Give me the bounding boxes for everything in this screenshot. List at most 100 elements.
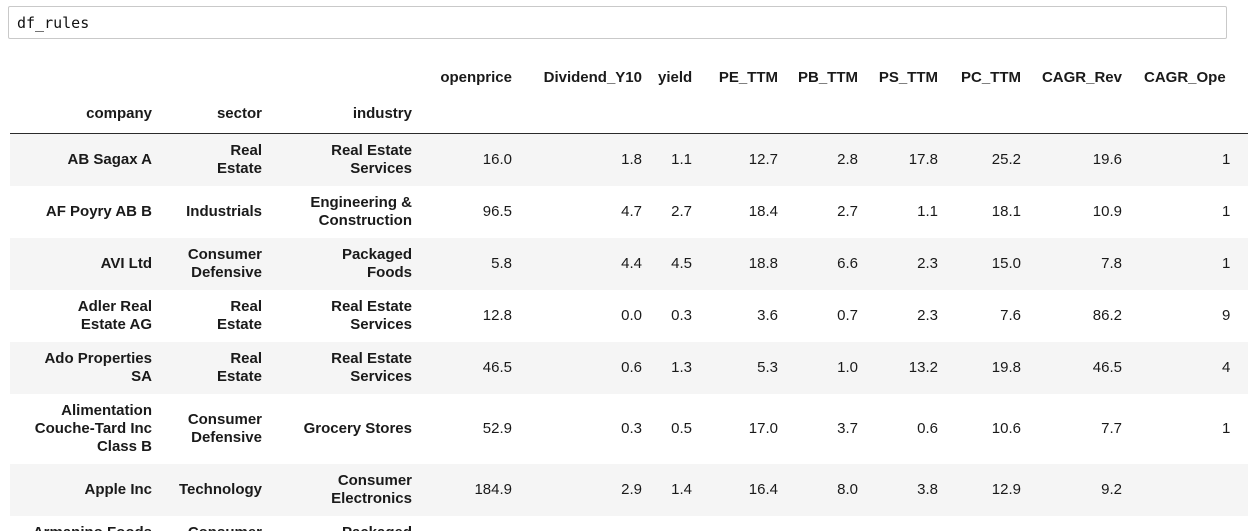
- value-cell: 2.8: [650, 516, 700, 531]
- column-header: PS_TTM: [866, 61, 946, 96]
- blank-header-cell: [946, 96, 1029, 134]
- value-cell: 1: [1222, 203, 1231, 220]
- blank-header-cell: [650, 96, 700, 134]
- value-cell: 17.0: [748, 420, 778, 437]
- value-cell: 2.9: [621, 481, 642, 498]
- value-cell: 3.7: [837, 420, 858, 437]
- blank-header-cell: [786, 96, 866, 134]
- value-cell: 16.4: [748, 481, 778, 498]
- company-cell: Adler Real Estate AG: [77, 298, 152, 333]
- value-cell: 2.8: [837, 151, 858, 168]
- column-header: PC_TTM: [946, 61, 1029, 96]
- value-cell: 9: [1222, 307, 1231, 324]
- sector-cell: Technology: [178, 481, 262, 498]
- company-cell: Apple Inc: [84, 481, 152, 498]
- industry-cell: Engineering & Construction: [310, 194, 412, 229]
- value-cell: 52.9: [482, 420, 512, 437]
- industry-cell: Real Estate Services: [331, 350, 412, 385]
- table-body: AB Sagax A Real Estate Real Estate Service…: [10, 133, 1248, 531]
- value-cell: 15.0: [991, 255, 1021, 272]
- industry-cell: Packaged Foods: [270, 516, 420, 531]
- code-cell-input[interactable]: df_rules: [8, 6, 1227, 39]
- industry-cell: Real Estate Services: [331, 142, 412, 177]
- value-cell: 5.8: [491, 255, 512, 272]
- table-row: Armanino Foods of DistinctionConsumer De…: [10, 516, 1248, 531]
- value-cell: 0.0: [621, 307, 642, 324]
- company-cell: AB Sagax A: [67, 151, 152, 168]
- value-cell: [1130, 516, 1248, 531]
- table-row: Apple Inc Technology Consumer Electronics 1…: [10, 464, 1248, 516]
- value-cell: 1.8: [621, 151, 642, 168]
- table-row: AB Sagax A Real Estate Real Estate Service…: [10, 133, 1248, 186]
- value-cell: 16.0: [946, 516, 1029, 531]
- value-cell: 12.9: [991, 481, 1021, 498]
- value-cell: 1.4: [671, 481, 692, 498]
- index-header: industry: [270, 96, 420, 134]
- value-cell: 96.5: [482, 203, 512, 220]
- value-cell: 16.0: [482, 151, 512, 168]
- value-cell: 0.7: [837, 307, 858, 324]
- sector-cell: Consumer Defensive: [187, 411, 262, 446]
- blank-header-cell: [520, 96, 650, 134]
- value-cell: 3.3: [420, 516, 520, 531]
- value-cell: 9.2: [1101, 481, 1122, 498]
- value-cell: 5.9: [786, 516, 866, 531]
- sector-cell: Real Estate: [216, 142, 262, 177]
- value-cell: 46.5: [1092, 359, 1122, 376]
- value-cell: 10.6: [991, 420, 1021, 437]
- column-header: CAGR_Rev: [1029, 61, 1130, 96]
- value-cell: 12.7: [748, 151, 778, 168]
- value-cell: 17.8: [908, 151, 938, 168]
- sector-cell: Industrials: [186, 203, 262, 220]
- value-cell: 1: [1222, 151, 1231, 168]
- value-cell: 1.1: [917, 203, 938, 220]
- value-cell: 12.8: [482, 307, 512, 324]
- column-header: PE_TTM: [700, 61, 786, 96]
- value-cell: [1130, 464, 1248, 516]
- value-cell: 2.3: [917, 255, 938, 272]
- value-cell: 25.2: [991, 151, 1021, 168]
- code-text: df_rules: [17, 13, 90, 32]
- blank-header-cell: [700, 96, 786, 134]
- value-cell: 4.5: [671, 255, 692, 272]
- value-cell: 18.4: [748, 203, 778, 220]
- value-cell: 13.2: [908, 359, 938, 376]
- value-cell: 7.7: [1101, 420, 1122, 437]
- index-header: company: [10, 96, 160, 134]
- value-cell: 7.6: [1000, 307, 1021, 324]
- table-row: Ado Properties SA Real Estate Real Estate …: [10, 342, 1248, 394]
- value-cell: 0.5: [671, 420, 692, 437]
- dataframe-container[interactable]: openprice Dividend_Y10 yield PE_TTM PB_TTM PS…: [10, 61, 1248, 531]
- value-cell: 1.0: [837, 359, 858, 376]
- value-cell: 4: [1222, 359, 1231, 376]
- value-cell: 3.6: [757, 307, 778, 324]
- notebook-output-area: df_rules openprice Dividend_Y10 yield PE_TT…: [0, 6, 1248, 531]
- company-cell: Alimentation Couche-Tard Inc Class B: [34, 402, 152, 455]
- value-cell: 1.3: [671, 359, 692, 376]
- index-header-row: company sector industry: [10, 96, 1248, 134]
- table-row: Adler Real Estate AG Real Estate Real Esta…: [10, 290, 1248, 342]
- table-header: openprice Dividend_Y10 yield PE_TTM PB_TTM PS…: [10, 61, 1248, 134]
- company-cell: AF Poyry AB B: [45, 203, 152, 220]
- value-cell: 2.7: [671, 203, 692, 220]
- value-cell: 0.1: [520, 516, 650, 531]
- sector-cell: Real Estate: [216, 298, 262, 333]
- value-cell: 6.6: [837, 255, 858, 272]
- blank-header-cell: [160, 61, 270, 96]
- value-cell: 0.6: [917, 420, 938, 437]
- value-cell: 0.6: [621, 359, 642, 376]
- table-row: AVI Ltd Consumer Defensive Packaged Foods 5…: [10, 238, 1248, 290]
- value-cell: 2.7: [837, 203, 858, 220]
- value-cell: 5.3: [757, 359, 778, 376]
- column-header-row: openprice Dividend_Y10 yield PE_TTM PB_TTM PS…: [10, 61, 1248, 96]
- value-cell: 10.9: [1092, 203, 1122, 220]
- company-cell: Ado Properties SA: [44, 350, 152, 385]
- value-cell: 19.6: [1092, 151, 1122, 168]
- value-cell: 4.7: [621, 203, 642, 220]
- sector-cell: Consumer Defensive: [160, 516, 270, 531]
- company-cell: Armanino Foods of Distinction: [10, 516, 160, 531]
- value-cell: 2.3: [917, 307, 938, 324]
- value-cell: 1: [1222, 420, 1231, 437]
- column-header: openprice: [420, 61, 520, 96]
- value-cell: 4.4: [621, 255, 642, 272]
